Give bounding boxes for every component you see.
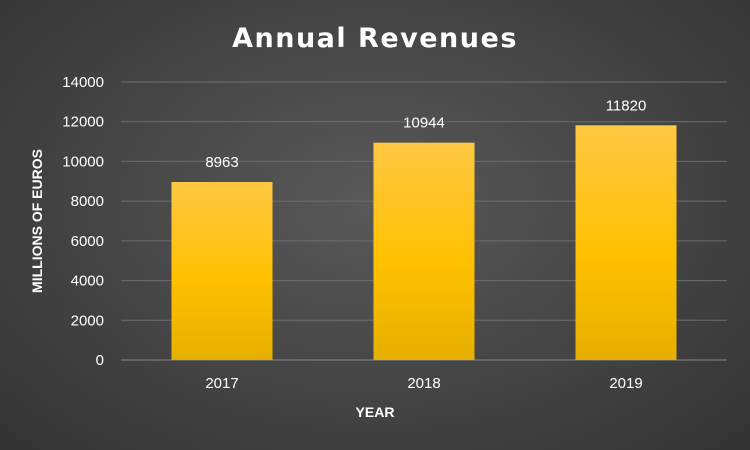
y-tick-label: 6000 — [71, 233, 104, 250]
data-label-2019: 11820 — [606, 97, 647, 114]
x-tick-label: 2019 — [609, 375, 642, 392]
y-axis-title: MILLIONS OF EUROS — [29, 149, 45, 293]
bar-2017 — [171, 182, 273, 360]
y-tick-label: 14000 — [62, 74, 104, 91]
y-tick-label: 0 — [96, 352, 104, 369]
bars — [171, 125, 677, 360]
x-tick-label: 2017 — [205, 375, 238, 392]
data-label-2017: 8963 — [205, 154, 238, 171]
y-tick-label: 12000 — [62, 114, 104, 131]
y-tick-label: 4000 — [71, 273, 104, 290]
chart-title: Annual Revenues — [232, 23, 518, 54]
y-tick-label: 10000 — [62, 153, 104, 170]
x-axis-title: YEAR — [356, 404, 395, 420]
x-axis-ticks: 2017 2018 2019 — [205, 375, 642, 392]
bar-2019 — [575, 125, 677, 360]
y-tick-label: 8000 — [71, 193, 104, 210]
x-tick-label: 2018 — [407, 375, 440, 392]
bar-2018 — [373, 142, 475, 360]
y-tick-label: 2000 — [71, 312, 104, 329]
data-label-2018: 10944 — [403, 115, 445, 132]
data-labels: 8963 10944 11820 — [205, 97, 646, 171]
y-axis-ticks: 0 2000 4000 6000 8000 10000 12000 14000 — [62, 74, 104, 369]
